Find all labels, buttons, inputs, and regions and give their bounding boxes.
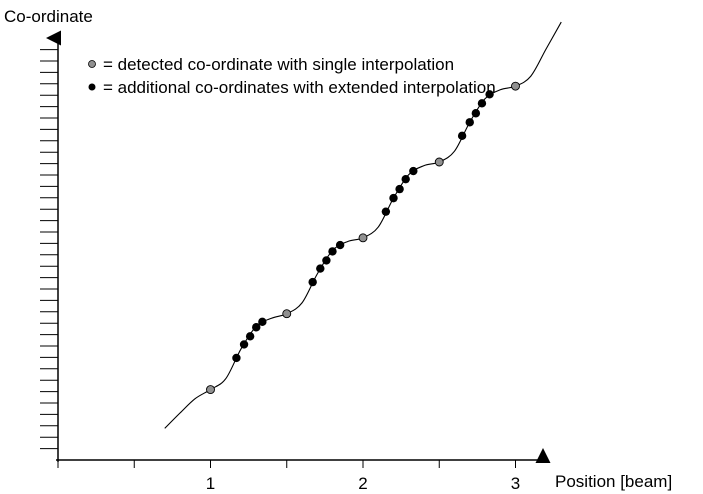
additional-point — [381, 207, 391, 216]
detected-point — [358, 233, 368, 243]
legend-marker-detected — [88, 60, 96, 68]
additional-point — [322, 256, 331, 265]
additional-point — [395, 184, 404, 194]
additional-point — [245, 332, 255, 341]
additional-point — [457, 131, 467, 141]
legend-text-detected: = detected co-ordinate with single inter… — [103, 55, 454, 74]
x-tick-label: 3 — [511, 474, 520, 493]
additional-point — [258, 317, 267, 327]
additional-point — [465, 118, 474, 127]
detected-point — [206, 385, 215, 395]
additional-point — [401, 174, 410, 184]
additional-point — [389, 193, 398, 203]
additional-point — [409, 166, 418, 176]
detected-point — [282, 309, 292, 319]
additional-point — [316, 264, 325, 273]
additional-point — [471, 109, 481, 118]
legend-marker-additional — [88, 83, 96, 91]
additional-point — [328, 247, 337, 256]
detected-point — [511, 81, 520, 91]
additional-point — [252, 323, 261, 332]
additional-point — [308, 277, 317, 287]
additional-point — [485, 90, 494, 99]
additional-point — [477, 99, 487, 108]
y-axis-label: Co-ordinate — [4, 7, 93, 26]
additional-point — [335, 240, 345, 250]
x-tick-label: 1 — [206, 474, 215, 493]
axes: 1 2 3 — [40, 30, 551, 493]
additional-point — [232, 353, 241, 363]
legend-text-additional: = additional co-ordinates with extended … — [103, 78, 496, 97]
detected-point — [434, 157, 444, 167]
x-tick-label: 2 — [358, 474, 367, 493]
x-axis-label: Position [beam] — [555, 472, 672, 491]
additional-point — [239, 340, 249, 349]
points-layer — [206, 81, 520, 395]
